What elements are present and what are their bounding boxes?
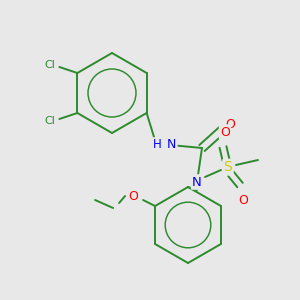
- Text: Cl: Cl: [44, 60, 55, 70]
- Text: O: O: [238, 194, 248, 206]
- Text: Cl: Cl: [44, 116, 55, 126]
- Text: O: O: [225, 118, 235, 131]
- Text: O: O: [220, 125, 230, 139]
- Text: S: S: [224, 160, 232, 174]
- Text: H: H: [153, 139, 162, 152]
- Text: N: N: [192, 176, 202, 188]
- Text: O: O: [128, 190, 138, 202]
- Text: N: N: [167, 139, 176, 152]
